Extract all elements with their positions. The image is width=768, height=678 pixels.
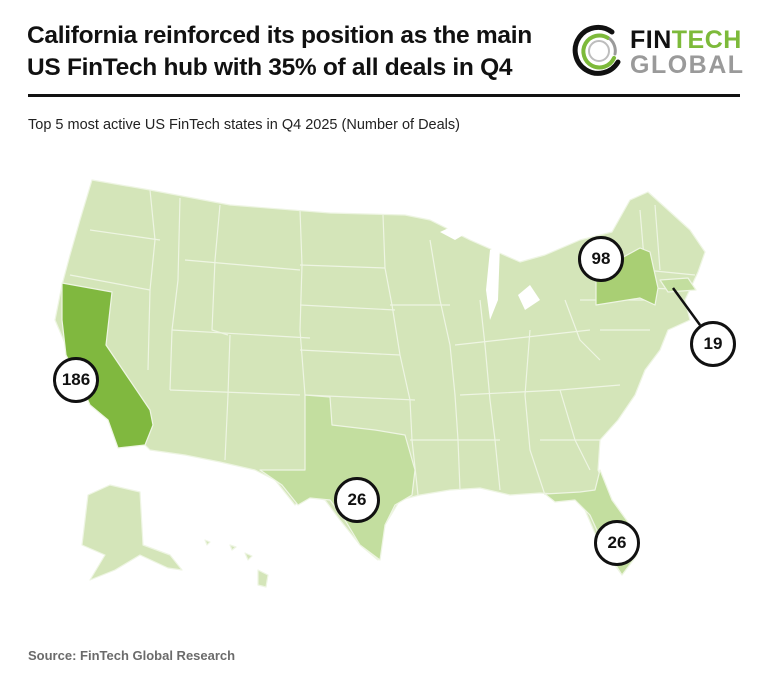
headline-line-2: US FinTech hub with 35% of all deals in … [27,54,513,81]
state-texas [259,394,416,561]
headline: California reinforced its position as th… [27,20,567,84]
header-divider [28,94,740,97]
headline-line-1: California reinforced its position as th… [27,22,532,49]
chart-subtitle: Top 5 most active US FinTech states in Q… [28,117,460,133]
state-hawaii [257,569,269,588]
source-note: Source: FinTech Global Research [28,648,236,663]
callout-california: 186 [53,357,99,403]
state-new-york [595,247,659,306]
ring-logo-icon [572,24,621,76]
fintech-global-logo: FINTECH GLOBAL [572,22,752,82]
logo-fin: FIN [630,26,672,54]
state-alaska [81,484,183,581]
callout-texas: 26 [334,477,380,523]
logo-word-fintech: FINTECH [630,26,742,55]
massachusetts-leader-line [671,287,702,326]
state-massachusetts [659,277,697,293]
logo-word-global: GLOBAL [630,51,745,79]
callout-massachusetts: 19 [690,321,736,367]
logo-tech: TECH [671,26,742,54]
callout-new-york: 98 [578,236,624,282]
us-map [54,179,706,588]
state-california [61,282,154,449]
callout-florida: 26 [594,520,640,566]
